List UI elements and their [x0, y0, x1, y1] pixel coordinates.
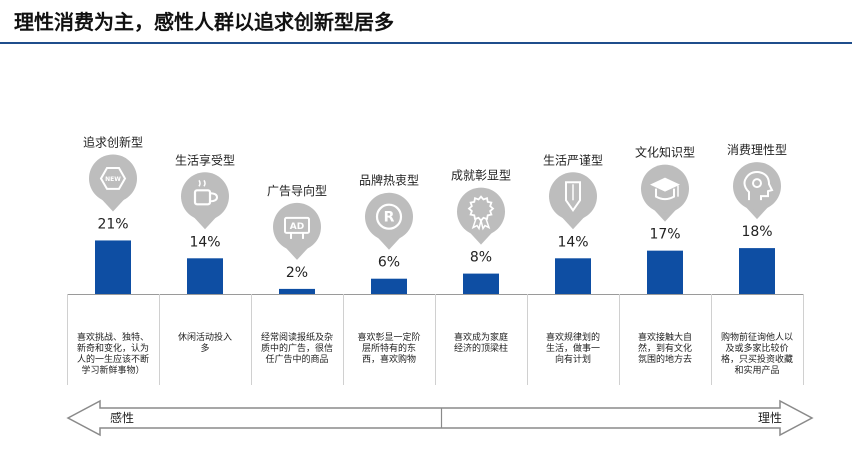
- description-line: 多: [200, 342, 209, 354]
- value-label-5: 8%: [470, 250, 492, 266]
- description-line: 新奇和变化，认为: [77, 342, 149, 354]
- description-line: 及或多家比较价: [725, 342, 788, 354]
- description-line: 任广告中的商品: [265, 353, 328, 365]
- value-label-7: 17%: [649, 227, 680, 243]
- description-line: 学习新鲜事物）: [81, 364, 144, 376]
- description-line: 喜欢规律划的: [546, 331, 600, 343]
- value-label-3: 2%: [286, 265, 308, 281]
- bar-2: [187, 258, 223, 294]
- cap-top: [650, 177, 680, 192]
- value-label-4: 6%: [378, 255, 400, 271]
- description-line: 喜欢彰显一定阶: [357, 331, 420, 343]
- pin-tail: [653, 208, 677, 222]
- category-label-7: 文化知识型: [635, 145, 695, 160]
- steam: [198, 179, 206, 187]
- bar-8: [739, 248, 775, 294]
- category-label-6: 生活严谨型: [543, 153, 603, 167]
- category-label-2: 生活享受型: [175, 152, 235, 167]
- graduation-cap-icon: [641, 164, 689, 222]
- pencil-body: [565, 181, 581, 213]
- description-line: 然，到有文化: [638, 342, 692, 354]
- description-line: 层所特有的东: [362, 342, 416, 354]
- cup-handle: [209, 192, 219, 203]
- gear-head-icon: [733, 162, 781, 220]
- description-line: 向有计划: [555, 353, 591, 365]
- pin-circle: [89, 154, 137, 203]
- pin-circle: [273, 202, 321, 251]
- page-title: 理性消费为主，感性人群以追求创新型居多: [14, 10, 394, 34]
- registered-trademark-icon: R: [365, 192, 413, 250]
- description-line: 喜欢接触大自: [638, 331, 692, 343]
- description-line: 和实用产品: [734, 364, 779, 376]
- r-glyph: R: [384, 210, 395, 226]
- award-rosette-icon: [457, 187, 505, 245]
- pencil-icon: [549, 172, 597, 230]
- pin-tail: [377, 236, 401, 250]
- pin-circle: [365, 192, 413, 241]
- description-line: 西，喜欢购物: [362, 353, 416, 365]
- pin-tail: [193, 216, 217, 230]
- gear-shape: [752, 178, 762, 189]
- cap-base: [655, 188, 675, 201]
- pin-tail: [285, 246, 309, 260]
- bar-4: [371, 278, 407, 294]
- pin-tail: [745, 206, 769, 220]
- description-line: 喜欢成为家庭: [454, 331, 508, 343]
- value-label-6: 14%: [557, 234, 588, 250]
- rosette: [467, 195, 495, 222]
- head-outline: [743, 171, 774, 201]
- bar-1: [95, 240, 131, 294]
- new-badge-icon: NEW: [89, 154, 137, 212]
- coffee-cup-icon: [181, 172, 229, 230]
- ring: [375, 203, 403, 230]
- sign-board: [284, 216, 310, 234]
- description-line: 人的一生应该不断: [77, 353, 149, 365]
- bar-5: [463, 273, 499, 294]
- ad-glyph: AD: [290, 222, 304, 232]
- category-label-5: 成就彰显型: [451, 168, 511, 183]
- description-line: 经常阅读报纸及杂: [261, 331, 333, 343]
- pin-circle: [457, 187, 505, 236]
- bar-3: [279, 288, 315, 294]
- description-line: 氛围的地方去: [638, 353, 692, 365]
- axis-right-label: 理性: [758, 411, 782, 425]
- category-label-8: 消费理性型: [727, 143, 787, 157]
- description-line: 生活，做事一: [546, 342, 600, 354]
- description-line: 格，只买投资收藏: [721, 353, 793, 365]
- category-label-3: 广告导向型: [267, 183, 327, 198]
- emotional-rational-arrow: [66, 399, 814, 437]
- cup-body: [193, 189, 212, 206]
- axis-left-label: 感性: [110, 410, 134, 425]
- ad-sign-icon: AD: [273, 202, 321, 260]
- bar-6: [555, 258, 591, 294]
- category-label-4: 品牌热衷型: [359, 173, 419, 188]
- bar-7: [647, 250, 683, 294]
- pin-tail: [561, 216, 585, 230]
- description-line: 喜欢挑战、独特、: [77, 331, 149, 343]
- hexagon-shape: [99, 167, 127, 190]
- value-label-8: 18%: [741, 224, 772, 240]
- category-label-1: 追求创新型: [83, 134, 143, 149]
- new-glyph: NEW: [105, 176, 121, 183]
- value-label-1: 21%: [97, 216, 128, 232]
- title-underline: [0, 42, 852, 44]
- pin-tail: [469, 231, 493, 245]
- description-line: 质中的广告，很信: [261, 342, 333, 354]
- description-line: 经济的顶梁柱: [454, 342, 508, 354]
- ribbons: [471, 218, 491, 231]
- pin-circle: [181, 172, 229, 221]
- pin-tail: [101, 198, 125, 212]
- description-line: 购物前征询他人以: [721, 331, 793, 343]
- value-label-2: 14%: [189, 234, 220, 250]
- description-line: 休闲活动投入: [178, 331, 232, 343]
